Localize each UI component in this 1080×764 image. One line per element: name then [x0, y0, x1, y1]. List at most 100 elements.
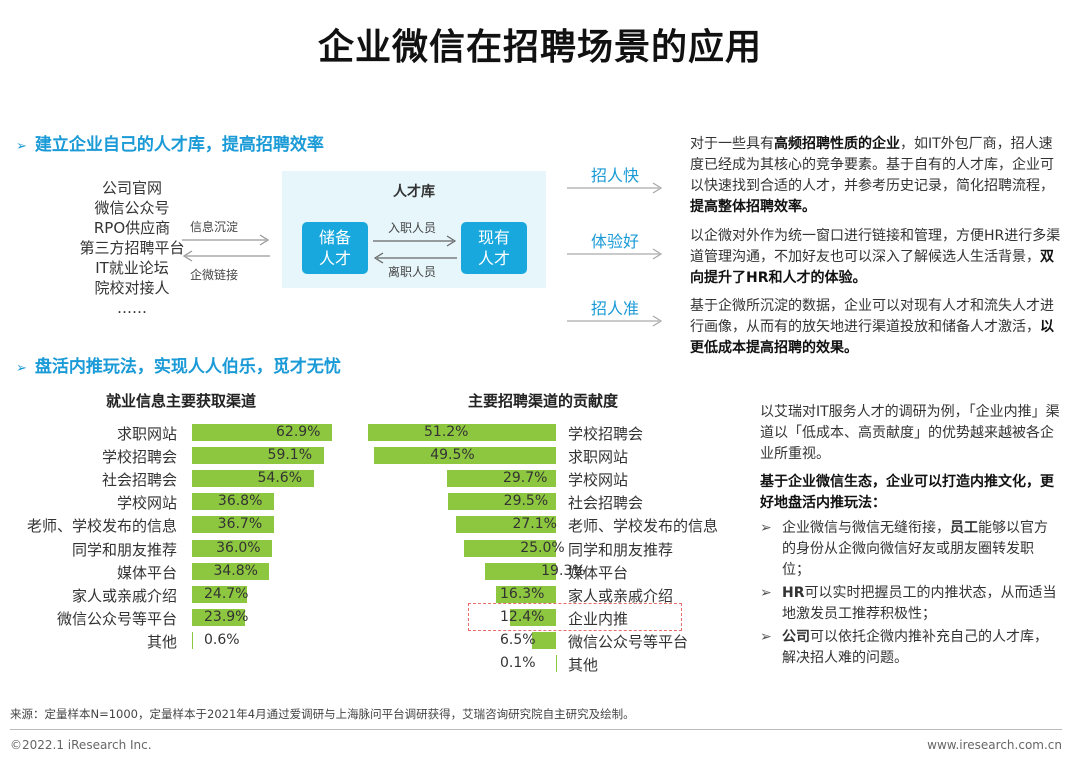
desc-text: ，如IT外包厂商，招人速度已经成为其核心的竞争要素。基于自有的人才库，企业可以快… — [690, 136, 1054, 194]
chart1-bar — [192, 608, 246, 626]
chart2-highlight-box — [468, 602, 682, 631]
box-text: 现有 — [477, 228, 510, 247]
chart1-value-label: 36.7% — [217, 516, 263, 533]
desc-text: 对于一些具有 — [690, 136, 774, 152]
bullet-item: ➢ 企业微信与微信无缝衔接，员工能够以官方的身份从企微向微信好友或朋友圈转发职位… — [760, 518, 1060, 581]
section-heading-referral: ➢ 盘活内推玩法，实现人人伯乐，觅才无忧 — [16, 352, 341, 377]
bullet-text: HR可以实时把握员工的内推状态，从而适当地激发员工推荐积极性； — [782, 583, 1060, 625]
current-talent-box: 现有 人才 — [461, 222, 527, 274]
chart1-category-label: 老师、学校发布的信息 — [26, 517, 177, 536]
desc-text: 以企微对外作为统一窗口进行链接和管理，方便HR进行多渠道管理沟通，不加好友也可以… — [690, 228, 1061, 265]
chart2-category-label: 媒体平台 — [568, 563, 629, 582]
chart2-value-label: 16.3% — [500, 585, 545, 602]
arrow-right-icon — [567, 182, 663, 194]
desc-bold: 以更低成本提高招聘的效果。 — [690, 319, 1054, 356]
chart2-category-label: 其他 — [568, 656, 599, 674]
chart2-category-label: 老师、学校发布的信息 — [568, 517, 719, 536]
chart-title-info-channels: 就业信息主要获取渠道 — [106, 392, 257, 410]
bullet-arrow-icon: ➢ — [760, 585, 772, 601]
arrow-right-icon — [373, 235, 457, 247]
chart1-bar — [192, 585, 247, 603]
chart1-value-label: 0.6% — [204, 631, 240, 648]
arrow-right-icon — [567, 315, 663, 327]
arrow-right-icon — [567, 248, 663, 260]
arrow-label-wecom-link: 企微链接 — [190, 268, 239, 282]
source-item: 公司官网 — [101, 179, 162, 197]
chart2-bar — [446, 470, 556, 488]
right-paragraph-intro: 以艾瑞对IT服务人才的调研为例，「企业内推」渠道以「低成本、高贡献度」的优势越来… — [760, 404, 1060, 462]
chart1-bar — [192, 493, 274, 511]
source-item: …… — [117, 299, 147, 317]
right-bullet-list: ➢ 企业微信与微信无缝衔接，员工能够以官方的身份从企微向微信好友或朋友圈转发职位… — [760, 518, 1060, 669]
chart2-category-label: 同学和朋友推荐 — [568, 540, 674, 559]
chart2-category-label: 求职网站 — [568, 448, 629, 467]
chart2-value-label: 29.5% — [503, 493, 549, 510]
box-text: 人才 — [318, 249, 351, 268]
desc-text: 基于企微所沉淀的数据，企业可以对现有人才和流失人才进行画像，从而有的放矢地进行渠… — [690, 298, 1054, 335]
right-paragraph-heading: 基于企业微信生态，企业可以打造内推文化，更好地盘活内推玩法： — [760, 474, 1054, 511]
chart2-value-label: 25.0% — [520, 539, 565, 556]
benefit-description-accurate: 基于企微所沉淀的数据，企业可以对现有人才和流失人才进行画像，从而有的放矢地进行渠… — [690, 296, 1062, 359]
section-heading-talent-pool: ➢ 建立企业自己的人才库，提高招聘效率 — [16, 130, 324, 155]
source-item: 院校对接人 — [94, 279, 170, 297]
chart1-category-label: 媒体平台 — [116, 563, 177, 582]
bullet-bold: HR — [782, 585, 805, 601]
chart2-category-label: 微信公众号等平台 — [568, 632, 689, 651]
chart1-value-label: 36.0% — [216, 539, 261, 556]
chart2-value-label: 49.5% — [430, 447, 475, 464]
chart1-category-label: 家人或亲戚介绍 — [71, 586, 177, 605]
chart2-bar — [485, 562, 556, 580]
chart2-value-label: 27.1% — [512, 516, 557, 533]
section-heading-text: 盘活内推玩法，实现人人伯乐，觅才无忧 — [34, 357, 341, 377]
source-item: RPO供应商 — [93, 219, 171, 237]
source-item: 微信公众号 — [94, 199, 170, 217]
chart1-bar — [192, 424, 332, 441]
chart1-bar — [192, 539, 273, 557]
chart1-bar — [192, 631, 194, 649]
copyright: ©2022.1 iResearch Inc. — [10, 738, 152, 752]
chart-title-recruit-contribution: 主要招聘渠道的贡献度 — [468, 392, 619, 410]
chart1-bar — [192, 562, 270, 580]
chart2-category-label: 学校招聘会 — [568, 425, 644, 443]
talent-pool-title: 人才库 — [393, 184, 435, 200]
arrow-bullet-icon: ➢ — [16, 361, 27, 376]
chart2-category-label: 学校网站 — [568, 471, 629, 490]
chart2-bar — [532, 631, 556, 649]
chart1-category-label: 学校招聘会 — [101, 448, 177, 467]
chart2-category-label: 社会招聘会 — [568, 494, 644, 513]
source-note: 来源：定量样本N=1000，定量样本于2021年4月通过爱调研与上海脉问平台调研… — [10, 707, 635, 721]
website-url: www.iresearch.com.cn — [927, 738, 1062, 752]
chart2-value-label: 19.3% — [541, 562, 586, 579]
source-channel-list: 公司官网 微信公众号 RPO供应商 第三方招聘平台 IT就业论坛 院校对接人 …… — [52, 178, 212, 318]
chart1-bar — [192, 447, 324, 465]
bullet-item: ➢ HR可以实时把握员工的内推状态，从而适当地激发员工推荐积极性； — [760, 583, 1060, 625]
benefit-description-experience: 以企微对外作为统一窗口进行链接和管理，方便HR进行多渠道管理沟通，不加好友也可以… — [690, 226, 1062, 289]
source-item: IT就业论坛 — [95, 259, 169, 277]
bullet-arrow-icon: ➢ — [760, 520, 772, 536]
box-text: 人才 — [477, 249, 510, 268]
chart1-category-label: 其他 — [146, 632, 177, 651]
box-text: 储备 — [318, 228, 351, 247]
chart2-bar — [510, 608, 556, 626]
page-title: 企业微信在招聘场景的应用 — [317, 27, 762, 68]
section-heading-text: 建立企业自己的人才库，提高招聘效率 — [34, 135, 324, 155]
chart1-value-label: 62.9% — [276, 424, 321, 440]
benefit-description-fast: 对于一些具有高频招聘性质的企业，如IT外包厂商，招人速度已经成为其核心的竞争要素… — [690, 134, 1062, 218]
chart2-value-label: 29.7% — [502, 470, 548, 487]
desc-bold: 高频招聘性质的企业 — [774, 136, 900, 152]
chart1-category-label: 微信公众号等平台 — [56, 609, 177, 628]
chart1-category-label: 同学和朋友推荐 — [71, 540, 177, 559]
bullet-segment: 可以依托企微内推补充自己的人才库，解决招人难的问题。 — [782, 629, 1048, 666]
chart2-bar — [464, 539, 556, 557]
chart1-value-label: 36.8% — [217, 493, 263, 510]
bullet-segment: 企业微信与微信无缝衔接， — [782, 520, 950, 536]
chart2-category-label: 家人或亲戚介绍 — [568, 586, 674, 605]
bullet-bold: 公司 — [782, 629, 810, 645]
bullet-text: 企业微信与微信无缝衔接，员工能够以官方的身份从企微向微信好友或朋友圈转发职位； — [782, 518, 1060, 581]
chart1-category-label: 社会招聘会 — [101, 471, 177, 490]
benefit-fast: 招人快 — [590, 166, 639, 185]
chart2-value-label: 12.4% — [500, 608, 545, 625]
bullet-bold: 员工 — [950, 520, 978, 536]
chart1-category-label: 求职网站 — [116, 425, 177, 443]
chart2-value-label: 0.1% — [500, 655, 536, 671]
